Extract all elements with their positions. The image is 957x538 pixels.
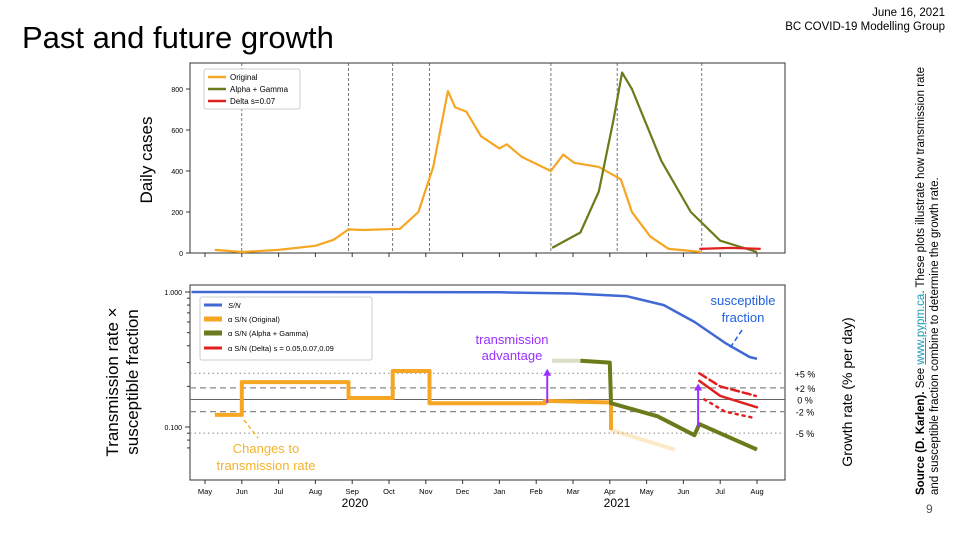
year-label-2021: 2021: [604, 496, 631, 510]
series-line-alpha-gamma: [551, 71, 758, 254]
source-pre: See: [915, 364, 927, 392]
x-tick-label: Jul: [274, 487, 284, 496]
x-tick-label: Dec: [456, 487, 470, 496]
growth-rate-tick-label: +2 %: [795, 384, 816, 394]
arrow-head: [543, 368, 552, 376]
legend-sn: S/N: [228, 301, 241, 310]
delta-line-solid: [698, 379, 759, 409]
y-tick-label: 200: [171, 210, 183, 217]
slide-date: June 16, 2021: [872, 7, 945, 19]
group-name: BC COVID-19 Modelling Group: [785, 21, 945, 33]
x-tick-label: May: [640, 487, 654, 496]
growth-rate-tick-label: -2 %: [796, 408, 815, 418]
growth-rate-tick-label: +5 %: [795, 369, 816, 379]
y-tick-label: 600: [171, 128, 183, 135]
source-link[interactable]: www.pypm.ca: [915, 293, 927, 365]
y-tick-label: 0.100: [164, 425, 182, 432]
y-tick-label: 0: [179, 251, 183, 258]
delta-line-dashed: [698, 372, 758, 398]
bottom-y-label-2: susceptible fraction: [123, 309, 142, 455]
series-line-s-n: [191, 290, 758, 361]
annotation-susceptible-2: fraction: [722, 310, 765, 325]
daily-cases-chart: Daily cases 0 200 400 600 800 Original Alpha…: [137, 62, 786, 258]
bottom-legend: S/N α S/N (Original) α S/N (Alpha + Gamm…: [199, 296, 373, 361]
legend-delta: Delta s=0.07: [230, 97, 276, 106]
series-line-s-n-original: [214, 369, 613, 430]
x-tick-label: Nov: [419, 487, 433, 496]
bottom-legend-box: [199, 296, 373, 361]
projection-line-s-n-original: [610, 428, 676, 452]
arrow-head: [694, 383, 703, 391]
source-note: Source (D. Karlen). See www.pypm.ca. The…: [914, 55, 942, 495]
x-tick-label: Sep: [346, 487, 359, 496]
top-legend: Original Alpha + Gamma Delta s=0.07: [203, 68, 301, 110]
susceptible-pointer: [729, 329, 743, 349]
x-tick-label: Mar: [567, 487, 580, 496]
slide-title: Past and future growth: [22, 20, 334, 55]
annotation-susceptible-1: susceptible: [710, 293, 775, 308]
x-tick-label: May: [198, 487, 212, 496]
growth-rate-tick-label: 0 %: [797, 395, 813, 405]
y-tick-label: 1.000: [164, 290, 182, 297]
page-number: 9: [926, 502, 933, 516]
x-tick-label: Jul: [715, 487, 725, 496]
source-author: Source (D. Karlen).: [915, 391, 927, 495]
legend-original-sn: α S/N (Original): [228, 315, 280, 324]
x-tick-label: Aug: [309, 487, 322, 496]
growth-rate-tick-label: -5 %: [796, 429, 815, 439]
series-line-delta-s-0-07: [699, 246, 761, 250]
x-tick-label: Aug: [750, 487, 763, 496]
y-tick-label: 800: [171, 87, 183, 94]
series-line-s-n-alpha-gamma: [580, 358, 758, 452]
legend-original: Original: [230, 73, 258, 82]
year-label-2020: 2020: [342, 496, 369, 510]
annotation-transmission-advantage-2: advantage: [482, 348, 543, 363]
top-y-label: Daily cases: [137, 117, 156, 204]
x-tick-label: Jun: [236, 487, 248, 496]
changes-pointer: [243, 419, 259, 439]
transmission-chart: Transmission rate × susceptible fraction…: [103, 284, 855, 510]
x-tick-label: Jun: [677, 487, 689, 496]
y-tick-label: 400: [171, 169, 183, 176]
annotation-transmission-advantage-1: transmission: [476, 332, 549, 347]
x-tick-label: Oct: [383, 487, 396, 496]
x-tick-label: Jan: [493, 487, 505, 496]
slide-header: June 16, 2021 BC COVID-19 Modelling Grou…: [785, 6, 945, 34]
x-tick-label: Apr: [604, 487, 616, 496]
bottom-y-label-1: Transmission rate ×: [103, 307, 122, 456]
x-tick-label: Feb: [530, 487, 543, 496]
legend-alpha-sn: α S/N (Alpha + Gamma): [228, 329, 309, 338]
legend-alpha: Alpha + Gamma: [230, 85, 289, 94]
delta-line-dotted: [703, 398, 758, 420]
annotation-changes-1: Changes to: [233, 441, 300, 456]
annotation-changes-2: transmission rate: [217, 458, 316, 473]
series-line-original: [214, 89, 702, 254]
top-legend-box: [203, 68, 301, 110]
legend-delta-sn: α S/N (Delta) s = 0.05,0.07,0.09: [228, 344, 334, 353]
growth-rate-label: Growth rate (% per day): [839, 317, 855, 466]
